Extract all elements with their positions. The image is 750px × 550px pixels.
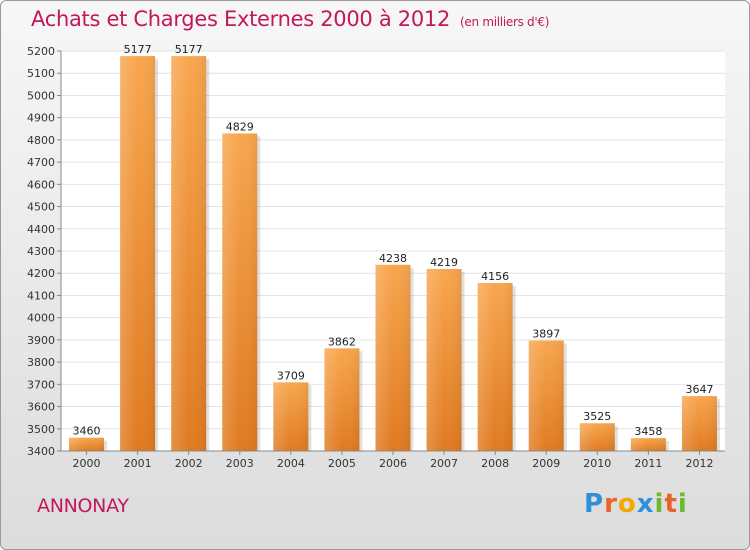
bar-shine <box>681 396 717 451</box>
bar-shine <box>273 382 309 451</box>
y-tick-label: 3500 <box>27 423 55 436</box>
y-tick-label: 5100 <box>27 67 55 80</box>
x-tick-label: 2005 <box>328 457 356 470</box>
y-tick-label: 4000 <box>27 312 55 325</box>
label-layer: 3460 5177 5177 4829 3709 3862 4238 4219 4156 3897… <box>73 43 714 438</box>
bar-value-label: 4238 <box>379 252 407 265</box>
x-tick-label: 2001 <box>124 457 152 470</box>
bar-shine <box>375 264 411 451</box>
x-tick-label: 2008 <box>481 457 509 470</box>
chart-subtitle: (en milliers d'€) <box>460 15 550 29</box>
x-tick-label: 2000 <box>73 457 101 470</box>
y-tick-label: 4900 <box>27 112 55 125</box>
x-tick-label: 2003 <box>226 457 254 470</box>
y-tick-label: 3400 <box>27 445 55 458</box>
x-tick-label: 2002 <box>175 457 203 470</box>
y-tick-label: 5000 <box>27 89 55 102</box>
bar-value-label: 5177 <box>175 43 203 56</box>
bar-value-label: 3862 <box>328 335 356 348</box>
bar-shine <box>120 56 156 451</box>
bar-layer <box>69 56 720 451</box>
y-tick-label: 3800 <box>27 356 55 369</box>
bar-shine <box>324 348 360 451</box>
y-tick-label: 3600 <box>27 401 55 414</box>
bar-shine <box>579 423 615 451</box>
y-tick-label: 4200 <box>27 267 55 280</box>
x-tick-label: 2009 <box>532 457 560 470</box>
x-tick-label: 2007 <box>430 457 458 470</box>
y-tick-label: 3900 <box>27 334 55 347</box>
x-tick-label: 2012 <box>685 457 713 470</box>
bar-value-label: 3647 <box>685 383 713 396</box>
y-tick-label: 4300 <box>27 245 55 258</box>
logo-letter: x <box>636 489 655 519</box>
bar-shine <box>171 56 207 451</box>
bar-shine <box>69 437 105 451</box>
logo-letter: r <box>604 489 618 519</box>
bar-value-label: 3458 <box>634 425 662 438</box>
x-tick-label: 2010 <box>583 457 611 470</box>
bar-value-label: 4156 <box>481 270 509 283</box>
bar-value-label: 3709 <box>277 369 305 382</box>
y-tick-label: 4500 <box>27 201 55 214</box>
bar-shine <box>426 269 462 451</box>
axis-layer: 3400 3500 3600 3700 3800 3900 4000 4100 4200 4300… <box>27 45 725 470</box>
y-tick-label: 4400 <box>27 223 55 236</box>
chart-title: Achats et Charges Externes 2000 à 2012 (e… <box>31 7 549 31</box>
y-tick-label: 5200 <box>27 45 55 58</box>
logo-letter: i <box>654 489 665 519</box>
logo-letter: P <box>584 489 605 519</box>
y-tick-label: 4600 <box>27 178 55 191</box>
chart-title-text: Achats et Charges Externes 2000 à 2012 <box>31 7 451 31</box>
logo-letter: o <box>617 489 637 519</box>
logo-letter: t <box>664 489 678 519</box>
bar-value-label: 3460 <box>73 425 101 438</box>
bar-shine <box>222 133 258 451</box>
x-tick-label: 2011 <box>634 457 662 470</box>
y-tick-label: 3700 <box>27 378 55 391</box>
y-tick-label: 4800 <box>27 134 55 147</box>
bar-shine <box>477 283 513 451</box>
bar-value-label: 3525 <box>583 410 611 423</box>
bar-value-label: 3897 <box>532 328 560 341</box>
y-tick-label: 4700 <box>27 156 55 169</box>
bar-value-label: 4219 <box>430 256 458 269</box>
bar-shine <box>630 438 666 451</box>
bar-value-label: 5177 <box>124 43 152 56</box>
x-tick-label: 2006 <box>379 457 407 470</box>
logo-letter: i <box>677 489 688 519</box>
proxiti-logo[interactable]: Proxiti <box>584 489 688 519</box>
city-label: ANNONAY <box>37 495 129 517</box>
bar-value-label: 4829 <box>226 120 254 133</box>
x-tick-label: 2004 <box>277 457 305 470</box>
bar-shine <box>528 340 564 451</box>
y-tick-label: 4100 <box>27 289 55 302</box>
